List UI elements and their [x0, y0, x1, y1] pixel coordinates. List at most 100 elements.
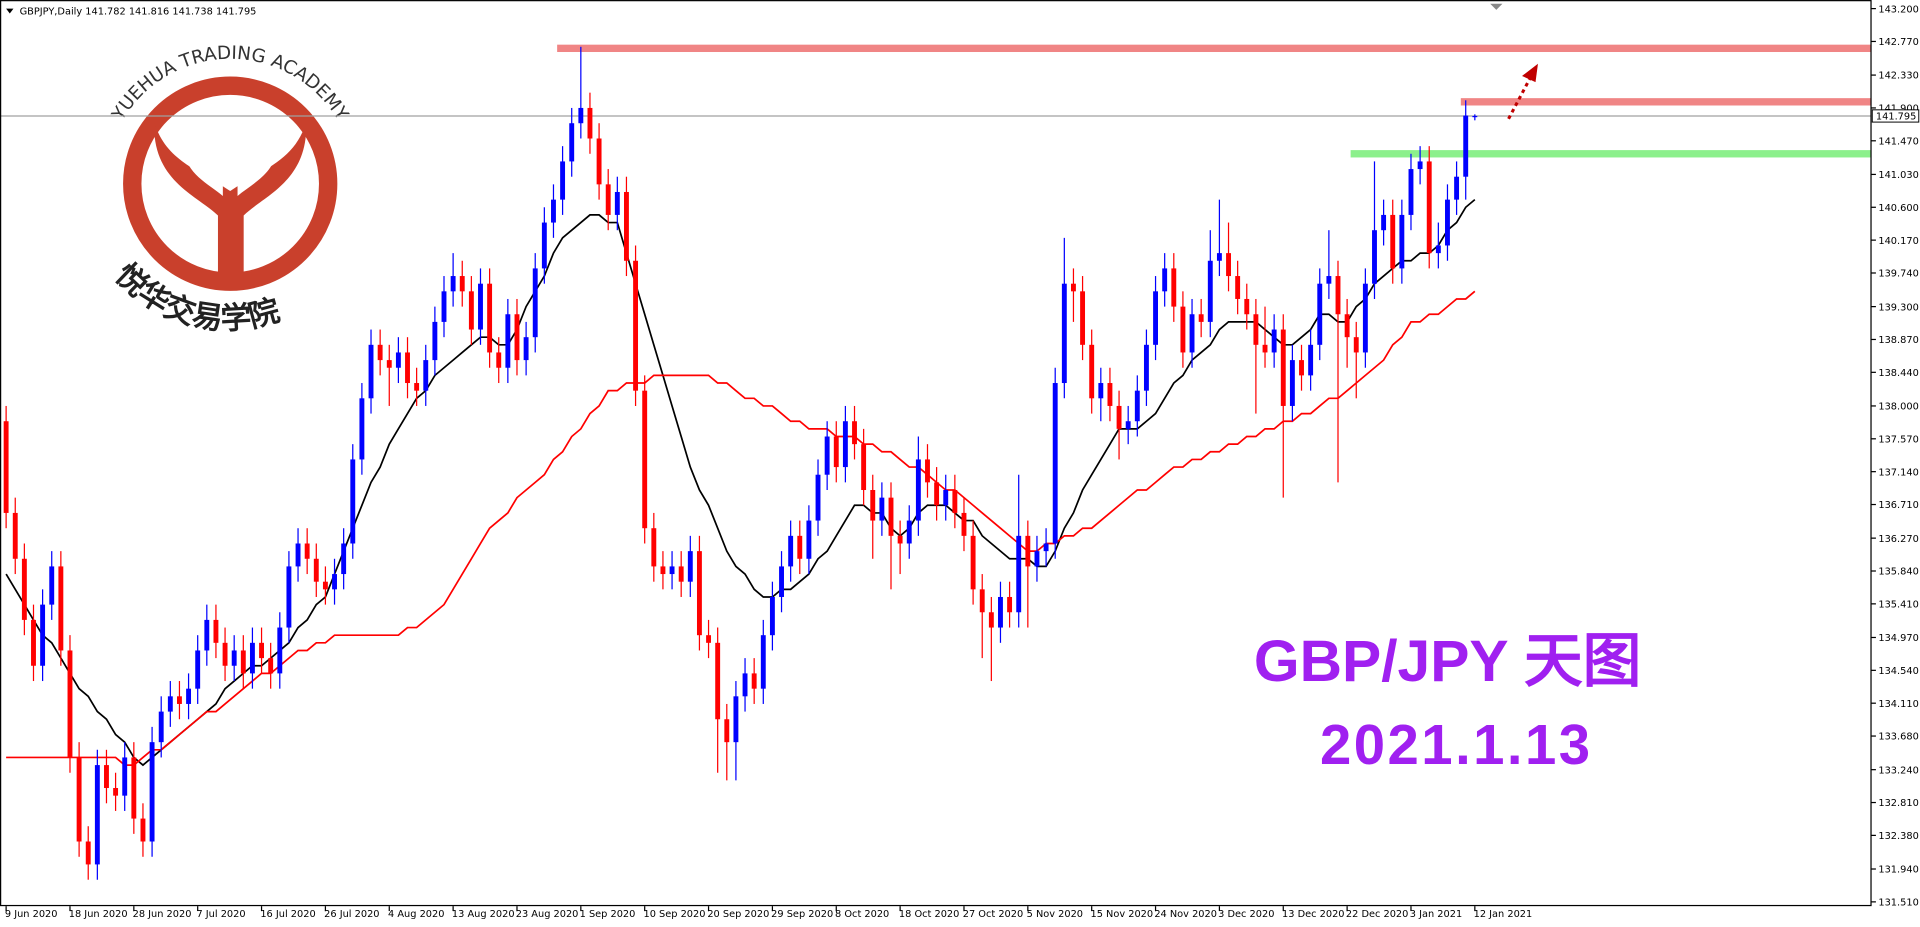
candle-body [1089, 344, 1095, 399]
y-tick-label: 132.810 [1878, 798, 1918, 809]
candle-body [12, 512, 18, 559]
candle-body [222, 642, 228, 666]
candle-body [906, 520, 912, 544]
candle-body [979, 589, 985, 613]
candle-body [1016, 535, 1022, 613]
y-tick-label: 132.380 [1878, 831, 1918, 842]
candle-body [268, 658, 274, 674]
candle-body [1271, 329, 1277, 353]
candle-body [67, 650, 73, 758]
candle-body [1180, 306, 1186, 353]
y-tick-label: 133.240 [1878, 765, 1918, 776]
candle-body [204, 619, 210, 651]
candle-body [140, 818, 146, 842]
candle-body [1253, 314, 1259, 345]
candle-body [1289, 360, 1295, 406]
y-tick-label: 139.300 [1878, 302, 1918, 313]
candle-body [560, 161, 566, 200]
logo-ring [123, 76, 338, 291]
level-line [1350, 150, 1872, 158]
x-tick-label: 18 Oct 2020 [899, 909, 959, 920]
candle-body [706, 635, 711, 643]
y-tick-label: 140.600 [1878, 203, 1918, 214]
candle-body [788, 535, 794, 567]
candle-body [1235, 276, 1241, 299]
candle-body [1116, 405, 1122, 429]
x-tick-label: 16 Jul 2020 [260, 909, 315, 920]
candle-body [696, 551, 702, 636]
candle-body [998, 596, 1003, 628]
candle-body [49, 566, 55, 605]
candle-body [85, 841, 91, 865]
candle-body [1143, 344, 1149, 391]
y-tick-label: 138.440 [1878, 368, 1918, 379]
candle-body [1162, 268, 1168, 292]
candle-body [578, 107, 584, 124]
candle-body [624, 191, 629, 261]
candle-body [815, 474, 821, 521]
candle-body [888, 497, 894, 536]
y-tick-label: 135.840 [1878, 567, 1918, 578]
candle-body [368, 344, 374, 399]
candle-body [842, 421, 848, 468]
x-tick-label: 24 Nov 2020 [1154, 909, 1217, 920]
x-tick-label: 22 Dec 2020 [1346, 909, 1409, 920]
candle-body [1107, 383, 1113, 406]
candle-body [961, 512, 967, 536]
x-tick-label: 3 Dec 2020 [1218, 909, 1274, 920]
candle-body [259, 642, 264, 659]
candle-body [1426, 161, 1432, 254]
candle-body [541, 222, 547, 269]
plot-frame [0, 0, 1872, 907]
candle-body [322, 581, 328, 590]
candle-body [715, 642, 721, 720]
candle-body [1463, 115, 1469, 177]
candle-body [678, 566, 684, 582]
candle-body [1362, 283, 1368, 353]
candle-body [240, 650, 246, 674]
candle-body [405, 352, 410, 384]
candle-body [58, 566, 64, 651]
candle-body [496, 352, 502, 368]
candle-body [596, 138, 602, 185]
candle-body [1317, 283, 1323, 345]
y-tick-label: 141.470 [1878, 136, 1918, 147]
y-tick-label: 143.200 [1878, 4, 1918, 15]
candle-body [1381, 214, 1387, 231]
y-tick-label: 134.540 [1878, 666, 1918, 677]
candle-body [478, 283, 483, 330]
candle-body [94, 765, 100, 865]
candle-body [350, 459, 356, 544]
candle-body [523, 337, 529, 361]
y-tick-label: 135.410 [1878, 600, 1918, 611]
candle-body [341, 543, 347, 575]
candle-body [1226, 253, 1231, 277]
candle-body [1335, 276, 1341, 315]
candle-body [687, 551, 693, 582]
candle-body [450, 276, 456, 292]
candle-body [1399, 214, 1405, 269]
level-line [1460, 98, 1872, 106]
candle-body [551, 199, 556, 223]
candle-body [1171, 268, 1177, 307]
candle-body [359, 398, 365, 460]
candle-body [1025, 535, 1031, 567]
x-tick-label: 3 Jan 2021 [1410, 909, 1462, 920]
plot [0, 44, 1872, 880]
y-tick-label: 136.270 [1878, 534, 1918, 545]
annotation-title: GBP/JPY 天图 [1254, 629, 1642, 694]
header: GBPJPY,Daily 141.782 141.816 141.738 141… [20, 7, 257, 18]
shift-marker [1490, 3, 1503, 10]
candle-body [1262, 344, 1268, 353]
candle-body [1445, 199, 1450, 246]
candle-body [1216, 253, 1222, 261]
candle-body [742, 673, 748, 697]
candle-body [1052, 383, 1058, 544]
x-tick-label: 1 Sep 2020 [580, 909, 636, 920]
candle-body [870, 490, 876, 521]
candle-body [1344, 314, 1350, 338]
candle-body [1034, 551, 1040, 567]
header-arrow [6, 8, 14, 14]
candle-body [934, 482, 940, 506]
